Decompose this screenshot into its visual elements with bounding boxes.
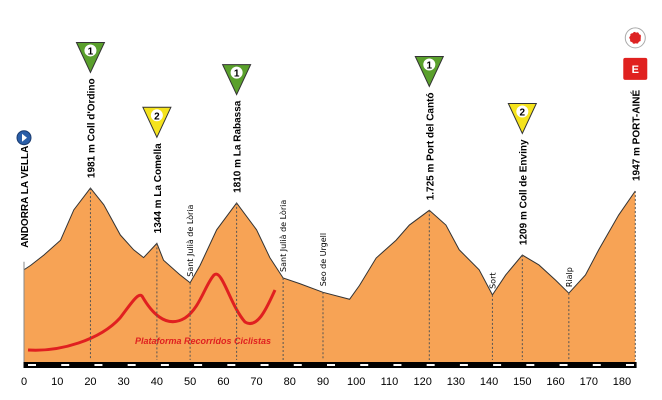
watermark: Plataforma Recorridos Ciclistas xyxy=(135,336,271,346)
badge-label: 1 xyxy=(427,60,433,71)
x-tick-label: 150 xyxy=(513,376,531,388)
x-tick-label: 170 xyxy=(580,376,598,388)
axis-segment xyxy=(393,364,402,366)
finish-icon-inner xyxy=(628,31,642,45)
start-label: ANDORRA LA VELLA xyxy=(20,146,31,248)
badge-circle xyxy=(150,109,163,122)
axis-segment xyxy=(326,364,335,366)
logo-curve xyxy=(27,272,277,352)
peak-label: 1.725 m Port del Cantó xyxy=(425,92,436,200)
x-tick-label: 90 xyxy=(317,376,329,388)
axis-segment xyxy=(360,364,369,366)
category-badge xyxy=(75,41,106,74)
axis-segment xyxy=(227,364,236,366)
axis-segment xyxy=(592,364,601,366)
x-tick-label: 140 xyxy=(480,376,498,388)
x-tick-label: 160 xyxy=(546,376,564,388)
x-tick-label: 70 xyxy=(250,376,262,388)
axis-segment xyxy=(625,364,634,366)
place-label: Seo de Urgell xyxy=(319,233,328,286)
badge-label: E xyxy=(632,64,639,76)
badge-circle xyxy=(84,44,97,57)
badge-label: 1 xyxy=(88,46,94,57)
axis-segment xyxy=(426,364,435,366)
peak-label: 1810 m La Rabassa xyxy=(233,100,244,193)
category-badge xyxy=(414,55,445,88)
finish-badge xyxy=(623,57,648,80)
axis-segment xyxy=(61,364,70,366)
axis-segment xyxy=(526,364,535,366)
axis-segment xyxy=(127,364,136,366)
x-tick-label: 20 xyxy=(84,376,96,388)
place-label: Sant Julià de Lòria xyxy=(278,200,288,272)
axis-segment xyxy=(28,364,36,366)
category-badge xyxy=(142,106,172,139)
x-tick-label: 130 xyxy=(447,376,465,388)
x-tick-label: 40 xyxy=(151,376,163,388)
start-arrow xyxy=(22,133,27,142)
profile-line xyxy=(23,187,636,300)
axis-segment xyxy=(94,364,103,366)
peak-label: 1344 m La Comella xyxy=(153,143,164,233)
peak-label: 1947 m PORT-AINÉ xyxy=(629,90,642,181)
x-tick-label: 30 xyxy=(118,376,130,388)
area-fill xyxy=(24,188,636,362)
category-badge xyxy=(507,102,538,135)
x-tick-label: 60 xyxy=(217,376,229,388)
place-label: Sort xyxy=(488,273,497,289)
place-label: Sant Julià de Lòria xyxy=(185,204,195,276)
badge-label: 2 xyxy=(520,107,526,118)
x-tick-label: 110 xyxy=(381,376,399,388)
peak-label: 1209 m Coll de Enviny xyxy=(518,139,529,245)
x-tick-label: 0 xyxy=(21,376,27,388)
x-tick-label: 180 xyxy=(613,376,631,388)
axis-segment xyxy=(459,364,468,366)
badge-circle xyxy=(516,105,529,118)
axis-segment xyxy=(160,364,169,366)
category-badge xyxy=(221,64,252,96)
x-tick-label: 100 xyxy=(347,376,365,388)
x-tick-label: 80 xyxy=(284,376,296,388)
axis-segment xyxy=(559,364,568,366)
place-label: Rialp xyxy=(565,267,574,287)
x-tick-label: 50 xyxy=(184,376,196,388)
badge-circle xyxy=(423,58,436,71)
axis-segment xyxy=(493,364,502,366)
badge-label: 2 xyxy=(154,111,160,122)
x-tick-label: 10 xyxy=(51,376,63,388)
axis-segment xyxy=(260,364,269,366)
axis-segment xyxy=(293,364,302,366)
axis-segment xyxy=(194,364,203,366)
peak-label: 1981 m Coll d'Ordino xyxy=(86,78,97,178)
x-tick-label: 120 xyxy=(413,376,431,388)
badge-circle xyxy=(230,66,243,79)
badge-label: 1 xyxy=(234,69,240,80)
